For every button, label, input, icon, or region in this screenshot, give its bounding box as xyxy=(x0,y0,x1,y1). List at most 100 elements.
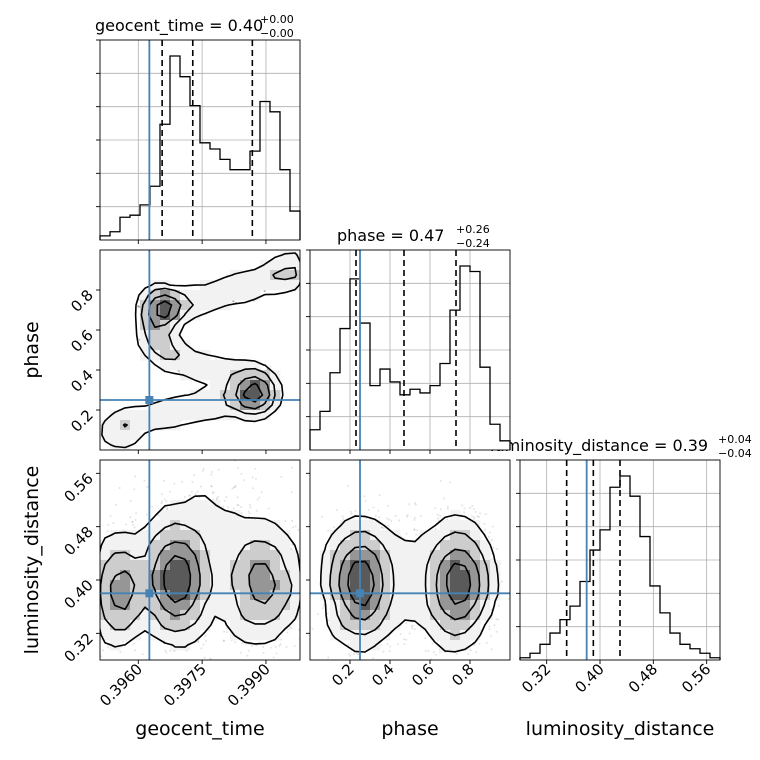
density-cell xyxy=(220,380,231,391)
scatter-point xyxy=(138,305,141,308)
density-cell xyxy=(250,270,261,281)
title-geocent-time-minus: −0.00 xyxy=(260,27,294,40)
panel-hist-geocent-time xyxy=(96,39,301,244)
density-cell xyxy=(260,380,271,391)
density-cell xyxy=(200,410,211,421)
density-cell xyxy=(170,410,181,421)
density-cell xyxy=(230,270,241,281)
density-cell xyxy=(260,390,271,401)
density-cell xyxy=(240,390,251,401)
panel-frame xyxy=(99,39,301,241)
density-cell xyxy=(150,400,161,411)
density-cell xyxy=(240,270,251,281)
density-cell xyxy=(190,310,201,321)
panel-frame xyxy=(309,249,511,451)
density-cell xyxy=(120,410,131,421)
title-luminosity-distance: luminosity_distance = 0.39 +0.04 −0.04 xyxy=(490,433,752,460)
density-cell xyxy=(220,370,231,381)
density-cell xyxy=(210,390,221,401)
density-cell xyxy=(100,420,111,431)
density-cell xyxy=(120,430,131,441)
panel-hist-luminosity-distance: 0.32 0.40 0.48 0.56 xyxy=(516,459,721,696)
density-cell xyxy=(140,410,151,421)
density-cell xyxy=(230,360,241,371)
density-cell xyxy=(160,400,171,411)
scatter-point xyxy=(137,305,140,308)
density-cell xyxy=(260,270,271,281)
density-cell xyxy=(140,340,151,351)
density-cell xyxy=(240,400,251,411)
density-cell xyxy=(210,370,221,381)
density-cell xyxy=(210,410,221,421)
density-cell xyxy=(180,400,191,411)
density-cell xyxy=(200,360,211,371)
density-cell xyxy=(190,350,201,361)
density-cell xyxy=(190,370,201,381)
density-cell xyxy=(170,330,181,341)
density-cell xyxy=(260,370,271,381)
y-tick-label: 0.6 xyxy=(67,326,97,356)
density-cell xyxy=(230,280,241,291)
density-cell xyxy=(240,380,251,391)
xlabel-luminosity-distance: luminosity_distance xyxy=(526,718,715,740)
density-cell xyxy=(140,290,151,301)
density-cell xyxy=(290,250,300,261)
title-phase-text: phase = 0.47 xyxy=(337,226,444,245)
density-cell xyxy=(270,400,281,411)
density-cell xyxy=(160,360,171,371)
density-cell xyxy=(150,410,161,421)
scatter-point xyxy=(165,500,168,503)
xlabel-phase: phase xyxy=(381,718,438,740)
density-cell xyxy=(220,280,231,291)
density-cell xyxy=(240,360,251,371)
panel-plot-area xyxy=(100,460,300,660)
density-cell xyxy=(250,400,261,411)
title-luminosity-distance-text: luminosity_distance = 0.39 xyxy=(490,436,708,456)
panel-hist-phase xyxy=(306,249,511,454)
density-cell xyxy=(270,270,281,281)
density-cell xyxy=(270,380,281,391)
density-cell xyxy=(190,300,201,311)
density-cell xyxy=(290,270,300,281)
density-cell xyxy=(150,330,161,341)
density-cell xyxy=(200,290,211,301)
density-cell xyxy=(250,370,261,381)
histogram-step xyxy=(99,55,301,240)
density-cell xyxy=(190,360,201,371)
density-cell xyxy=(110,420,121,431)
y-tick-label: 0.2 xyxy=(67,406,97,436)
scatter-point xyxy=(232,300,235,303)
density-cell xyxy=(220,400,231,411)
title-geocent-time-plus: +0.00 xyxy=(260,13,294,26)
scatter-point xyxy=(293,645,296,647)
density-cell xyxy=(260,280,271,291)
density-cell xyxy=(230,380,241,391)
density-cell xyxy=(210,380,221,391)
scatter-point xyxy=(303,269,305,271)
density-cell xyxy=(200,370,211,381)
scatter-point xyxy=(232,300,235,303)
density-cell xyxy=(180,360,191,371)
density-cell xyxy=(250,360,261,371)
density-cell xyxy=(240,280,251,291)
scatter-point xyxy=(232,300,235,303)
scatter-point xyxy=(232,300,235,303)
density-cell xyxy=(240,290,251,301)
density-cell xyxy=(220,290,231,301)
density-cell xyxy=(160,310,171,321)
title-geocent-time-text: geocent_time = 0.40 xyxy=(95,16,263,36)
xlabel-geocent-time: geocent_time xyxy=(135,718,264,740)
density-cell xyxy=(210,360,221,371)
density-cell xyxy=(240,410,251,421)
density-cell xyxy=(140,320,151,331)
density-cell xyxy=(170,340,181,351)
density-cell xyxy=(290,280,300,291)
histogram-step xyxy=(309,265,511,450)
density-cell xyxy=(170,400,181,411)
x-tick-label: 0.40 xyxy=(571,660,607,696)
density-cell xyxy=(200,400,211,411)
density-cell xyxy=(250,290,261,301)
density-cell xyxy=(190,290,201,301)
density-cell xyxy=(260,400,271,411)
